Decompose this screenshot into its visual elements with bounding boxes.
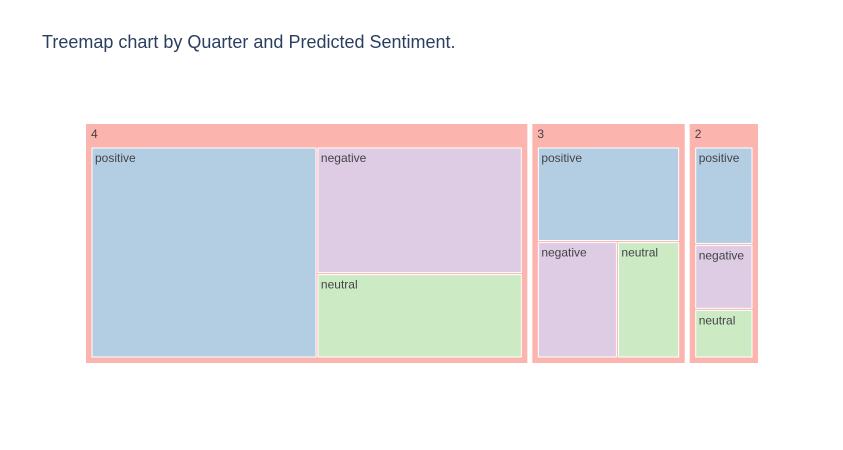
tile-3-negative[interactable]: [537, 242, 617, 358]
chart-title: Treemap chart by Quarter and Predicted S…: [42, 32, 456, 52]
tile-label-3-negative: negative: [541, 246, 587, 260]
tile-4-positive[interactable]: [91, 147, 317, 358]
parent-label-3: 3: [537, 127, 544, 141]
parent-label-2: 2: [695, 127, 702, 141]
tile-2-positive[interactable]: [695, 147, 753, 244]
tile-label-2-positive: positive: [699, 151, 740, 165]
tile-3-neutral[interactable]: [617, 242, 680, 358]
tile-4-negative[interactable]: [317, 147, 522, 274]
tile-label-4-positive: positive: [95, 151, 136, 165]
tile-2-neutral[interactable]: [695, 309, 753, 358]
tile-label-3-neutral: neutral: [621, 246, 658, 260]
tile-4-neutral[interactable]: [317, 274, 522, 358]
tile-label-3-positive: positive: [541, 151, 582, 165]
tile-label-4-negative: negative: [321, 151, 367, 165]
tile-label-2-neutral: neutral: [699, 313, 736, 327]
tile-3-positive[interactable]: [537, 147, 680, 242]
tile-label-2-negative: negative: [699, 248, 745, 262]
parent-label-4: 4: [91, 127, 98, 141]
tile-2-negative[interactable]: [695, 244, 753, 309]
tile-label-4-neutral: neutral: [321, 278, 358, 292]
